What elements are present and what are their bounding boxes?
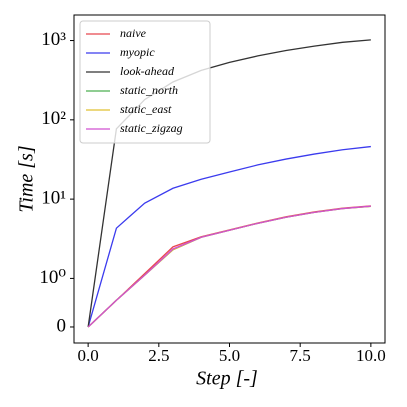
legend-label: myopic xyxy=(120,45,155,59)
legend: naive myopic look-ahead static_north static_… xyxy=(79,20,211,144)
x-tick-label: 7.5 xyxy=(290,346,311,365)
data-line xyxy=(87,205,371,328)
legend-label: static_zigzag xyxy=(120,121,183,135)
legend-label: look-ahead xyxy=(120,64,175,78)
y-tick-label: 10¹ xyxy=(41,187,66,208)
y-tick-label: 10³ xyxy=(41,29,66,50)
y-tick-label: 10⁰ xyxy=(39,267,66,288)
legend-label: static_east xyxy=(120,102,172,116)
legend-label: static_north xyxy=(120,83,178,97)
x-tick-label: 0.0 xyxy=(78,346,99,365)
x-axis-label: Step [-] xyxy=(196,368,258,390)
data-line xyxy=(87,205,371,328)
data-line xyxy=(87,205,371,328)
x-tick-label: 10.0 xyxy=(356,346,386,365)
x-tick-label: 2.5 xyxy=(148,346,169,365)
y-tick-label: 0 xyxy=(57,315,67,336)
y-axis-label: Time [s] xyxy=(16,145,38,212)
x-tick-label: 5.0 xyxy=(219,346,240,365)
y-tick-label: 10² xyxy=(41,108,66,129)
legend-box xyxy=(79,20,211,144)
data-line xyxy=(87,145,371,328)
data-line xyxy=(87,205,371,328)
legend-label: naive xyxy=(120,26,147,40)
